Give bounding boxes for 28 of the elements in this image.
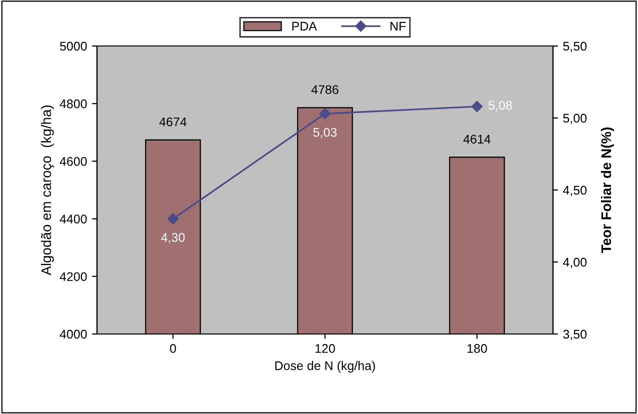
data-label: 4614	[463, 134, 491, 144]
y-tick-label: 4400	[60, 214, 87, 224]
x-tick-label: 180	[468, 344, 487, 353]
data-label: 5,08	[488, 100, 512, 112]
legend-label: PDA	[292, 22, 317, 31]
y-tick-label: 4200	[60, 272, 87, 282]
x-tick-label: 0	[170, 344, 176, 353]
data-label: 4786	[311, 85, 338, 94]
point	[167, 213, 179, 224]
data-label: 4,30	[161, 233, 185, 244]
y2-tick-label: 5,50	[563, 42, 587, 52]
x-axis-title: Dose de N (kg/ha)	[275, 360, 375, 373]
legend-label: NF	[390, 22, 406, 31]
y2-tick-label: 3,50	[563, 330, 587, 340]
y2-tick-label: 4,50	[563, 186, 587, 196]
y-tick-label: 5000	[60, 42, 87, 51]
y-tick-label: 4800	[60, 99, 87, 108]
y2-axis-title: Teor Foliar de N(%)	[600, 128, 614, 253]
x-tick-label: 120	[316, 344, 335, 353]
y-tick-label: 4000	[60, 330, 87, 339]
data-label: 5,03	[313, 128, 337, 138]
y2-tick-label: 5,00	[563, 114, 587, 124]
y2-tick-label: 4,00	[563, 258, 587, 268]
y-tick-label: 4600	[60, 157, 87, 166]
data-label: 4674	[159, 117, 187, 126]
point	[319, 108, 331, 120]
y-axis-title: Algodão em caroço (kg/ha)	[40, 106, 54, 276]
point	[471, 100, 483, 112]
